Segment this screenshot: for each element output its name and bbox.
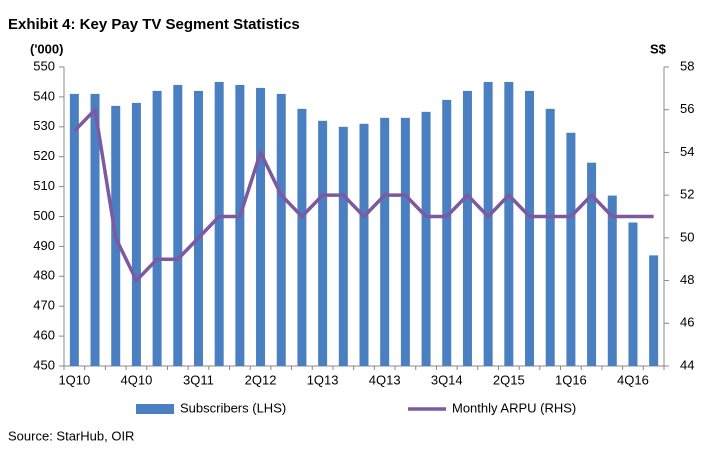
- y-tick-label: 450: [33, 357, 55, 372]
- bar: [235, 84, 245, 366]
- bar: [587, 162, 597, 366]
- y2-axis-label: S$: [650, 41, 667, 56]
- x-tick-label: 4Q16: [617, 372, 649, 387]
- x-tick-label: 4Q10: [121, 372, 153, 387]
- y-axis-label: ('000): [30, 41, 63, 56]
- y2-tick-label: 48: [680, 272, 694, 287]
- y2-tick-label: 54: [680, 144, 694, 159]
- bar: [338, 126, 348, 366]
- y-tick-label: 540: [33, 88, 55, 103]
- bar: [649, 255, 659, 366]
- y-tick-label: 520: [33, 148, 55, 163]
- bar: [173, 84, 183, 366]
- x-tick-label: 2Q15: [493, 372, 525, 387]
- y-tick-label: 550: [33, 58, 55, 73]
- bar: [214, 81, 224, 366]
- x-tick-label: 3Q11: [183, 372, 214, 387]
- y-tick-label: 510: [33, 178, 55, 193]
- bar: [442, 99, 452, 366]
- bar: [131, 102, 141, 366]
- chart-title: Exhibit 4: Key Pay TV Segment Statistics: [8, 16, 300, 33]
- bar: [297, 108, 307, 367]
- x-tick-label: 2Q12: [245, 372, 277, 387]
- bar: [483, 81, 493, 366]
- y2-tick-label: 56: [680, 101, 694, 116]
- x-tick-label: 1Q16: [555, 372, 587, 387]
- y-tick-label: 480: [33, 268, 55, 283]
- bar: [566, 132, 576, 366]
- y-tick-label: 460: [33, 328, 55, 343]
- y-tick-label: 500: [33, 208, 55, 223]
- bar: [504, 81, 514, 366]
- bar: [400, 117, 410, 366]
- y2-tick-label: 58: [680, 58, 694, 73]
- y-tick-label: 530: [33, 118, 55, 133]
- bar: [607, 195, 617, 366]
- x-tick-label: 3Q14: [431, 372, 463, 387]
- bar: [90, 93, 100, 366]
- bar: [462, 90, 472, 367]
- bar: [545, 108, 555, 367]
- legend-label: Subscribers (LHS): [180, 400, 286, 415]
- bar: [276, 93, 286, 366]
- x-tick-label: 1Q13: [307, 372, 339, 387]
- legend-label: Monthly ARPU (RHS): [452, 400, 576, 415]
- y2-tick-label: 50: [680, 229, 694, 244]
- y-tick-label: 470: [33, 298, 55, 313]
- y2-tick-label: 46: [680, 315, 694, 330]
- bar: [359, 123, 369, 366]
- bar: [628, 222, 638, 366]
- bar: [152, 90, 162, 367]
- y-tick-label: 490: [33, 238, 55, 253]
- x-tick-label: 4Q13: [369, 372, 401, 387]
- bar: [525, 90, 535, 367]
- y2-tick-label: 44: [680, 357, 694, 372]
- bar: [421, 111, 431, 366]
- bar: [380, 117, 390, 366]
- bar: [193, 90, 203, 367]
- y2-tick-label: 52: [680, 187, 694, 202]
- bar: [69, 93, 79, 366]
- bar: [318, 120, 328, 366]
- bar: [256, 87, 266, 367]
- x-tick-label: 1Q10: [58, 372, 90, 387]
- source: Source: StarHub, OIR: [8, 428, 134, 443]
- legend-swatch: [136, 404, 174, 414]
- line: [73, 107, 654, 283]
